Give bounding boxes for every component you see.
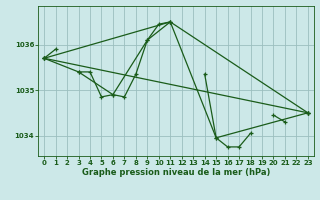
X-axis label: Graphe pression niveau de la mer (hPa): Graphe pression niveau de la mer (hPa) (82, 168, 270, 177)
